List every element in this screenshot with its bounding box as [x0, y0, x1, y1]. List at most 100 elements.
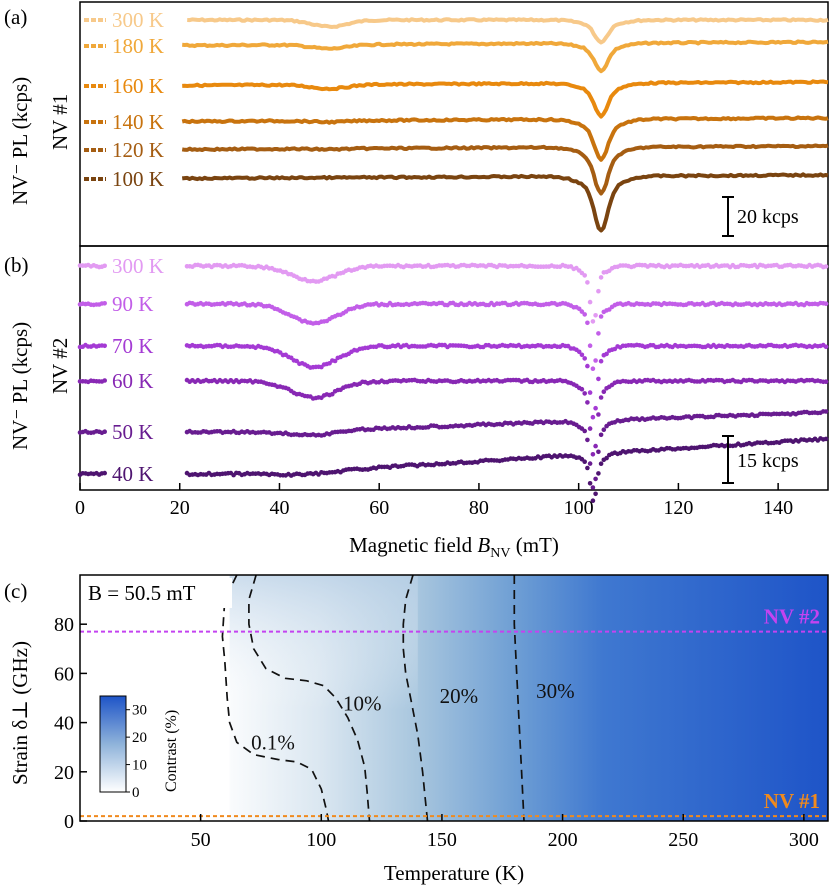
colorbar-tick-label: 30: [132, 703, 147, 719]
nv2-trace-70K: [77, 342, 829, 420]
data-point: [823, 301, 829, 307]
data-point: [598, 275, 604, 280]
data-point: [593, 405, 598, 411]
panel-b-xlabel: Magnetic field BNV (mT): [349, 533, 559, 561]
data-point: [604, 455, 609, 461]
data-point: [587, 481, 593, 486]
colorbar-tick-label: 10: [132, 758, 147, 774]
reference-label: NV #2: [764, 605, 820, 629]
x-tick-label: 140: [763, 497, 793, 519]
data-point: [579, 352, 585, 358]
x-tick-label: 200: [548, 829, 578, 851]
heatmap-shading: [224, 575, 418, 821]
data-point: [585, 437, 590, 443]
side-label-nv1: NV #1: [48, 94, 72, 150]
xlabel-var: B: [477, 533, 490, 557]
y-tick-label: 60: [54, 663, 74, 685]
nv1-series-label: 100 K: [112, 167, 164, 191]
contour-10%: [248, 574, 371, 822]
data-point: [598, 461, 604, 467]
panel-c-label: (c): [4, 579, 27, 603]
data-point: [593, 476, 598, 482]
data-point: [598, 395, 604, 400]
contour-label: 10%: [343, 691, 382, 715]
data-point: [590, 485, 596, 490]
data-point: [587, 299, 593, 305]
data-point: [598, 358, 604, 364]
data-point: [102, 378, 107, 383]
data-point: [590, 366, 596, 372]
data-point: [593, 358, 598, 363]
nv1-trace-120K: [181, 143, 829, 196]
x-tick-label: 150: [427, 829, 457, 851]
nv2-trace-40K: [77, 436, 829, 504]
data-point: [102, 470, 107, 476]
contour-0.1%: [221, 574, 330, 822]
xlabel-text: Magnetic field: [349, 533, 477, 557]
nv1-series-label: 120 K: [112, 138, 164, 162]
x-tick-label: 250: [668, 829, 698, 851]
data-point: [823, 379, 829, 385]
panel-c-title: B = 50.5 mT: [88, 581, 196, 605]
data-point: [823, 264, 829, 269]
nv2-series-label: 40 K: [112, 462, 153, 486]
panel-c-frame: [79, 574, 829, 822]
nv1-trace-300K: [187, 17, 829, 45]
data-point: [590, 452, 596, 457]
y-tick-label: 0: [64, 811, 74, 833]
x-tick-label: 120: [663, 497, 693, 519]
colorbar-tick-label: 0: [132, 785, 140, 801]
scale-bar-b-label: 15 kcps: [737, 450, 799, 472]
data-point: [823, 409, 829, 414]
nv2-series-label: 70 K: [112, 334, 153, 358]
nv1-trace-100K: [181, 172, 829, 233]
xlabel-sub: NV: [490, 546, 510, 561]
data-point: [823, 436, 829, 442]
contour-label: 20%: [440, 684, 479, 708]
contour-label: 30%: [536, 679, 575, 703]
x-tick-label: 100: [306, 829, 336, 851]
x-tick-label: 40: [269, 497, 289, 519]
data-point: [582, 428, 587, 434]
data-point: [582, 356, 587, 361]
colorbar-tick-label: 20: [132, 730, 147, 746]
y-tick-label: 80: [54, 614, 74, 636]
data-point: [601, 389, 607, 395]
data-point: [590, 319, 596, 324]
nv2-trace-90K: [77, 300, 829, 372]
nv2-trace-50K: [77, 409, 829, 490]
data-point: [598, 432, 604, 438]
data-point: [582, 273, 587, 278]
data-point: [596, 449, 601, 455]
data-point: [590, 498, 596, 504]
colorbar: [99, 695, 127, 793]
data-point: [596, 471, 601, 476]
nv2-series-label: 50 K: [112, 420, 153, 444]
nv2-trace-60K: [77, 377, 829, 457]
data-point: [587, 426, 593, 431]
panel-a-frame: [79, 1, 829, 247]
panel-c-xlabel: Temperature (K): [384, 861, 524, 885]
panel-c-ylabel: Strain δ⊥ (GHz): [8, 641, 32, 785]
x-tick-label: 60: [369, 497, 389, 519]
data-point: [585, 280, 590, 285]
y-tick-label: 20: [54, 762, 74, 784]
data-point: [579, 309, 585, 314]
data-point: [598, 314, 604, 319]
data-point: [585, 320, 590, 326]
data-point: [596, 331, 601, 336]
nv2-series-label: 300 K: [112, 254, 164, 278]
data-point: [596, 288, 601, 294]
data-point: [596, 376, 601, 382]
x-tick-label: 50: [191, 829, 211, 851]
data-point: [102, 301, 107, 306]
data-point: [585, 363, 590, 369]
data-point: [102, 429, 107, 435]
data-point: [576, 349, 582, 355]
data-point: [330, 391, 335, 397]
contour-label: 0.1%: [251, 731, 295, 755]
data-point: [590, 414, 596, 420]
x-tick-label: 100: [564, 497, 594, 519]
data-point: [102, 343, 107, 349]
